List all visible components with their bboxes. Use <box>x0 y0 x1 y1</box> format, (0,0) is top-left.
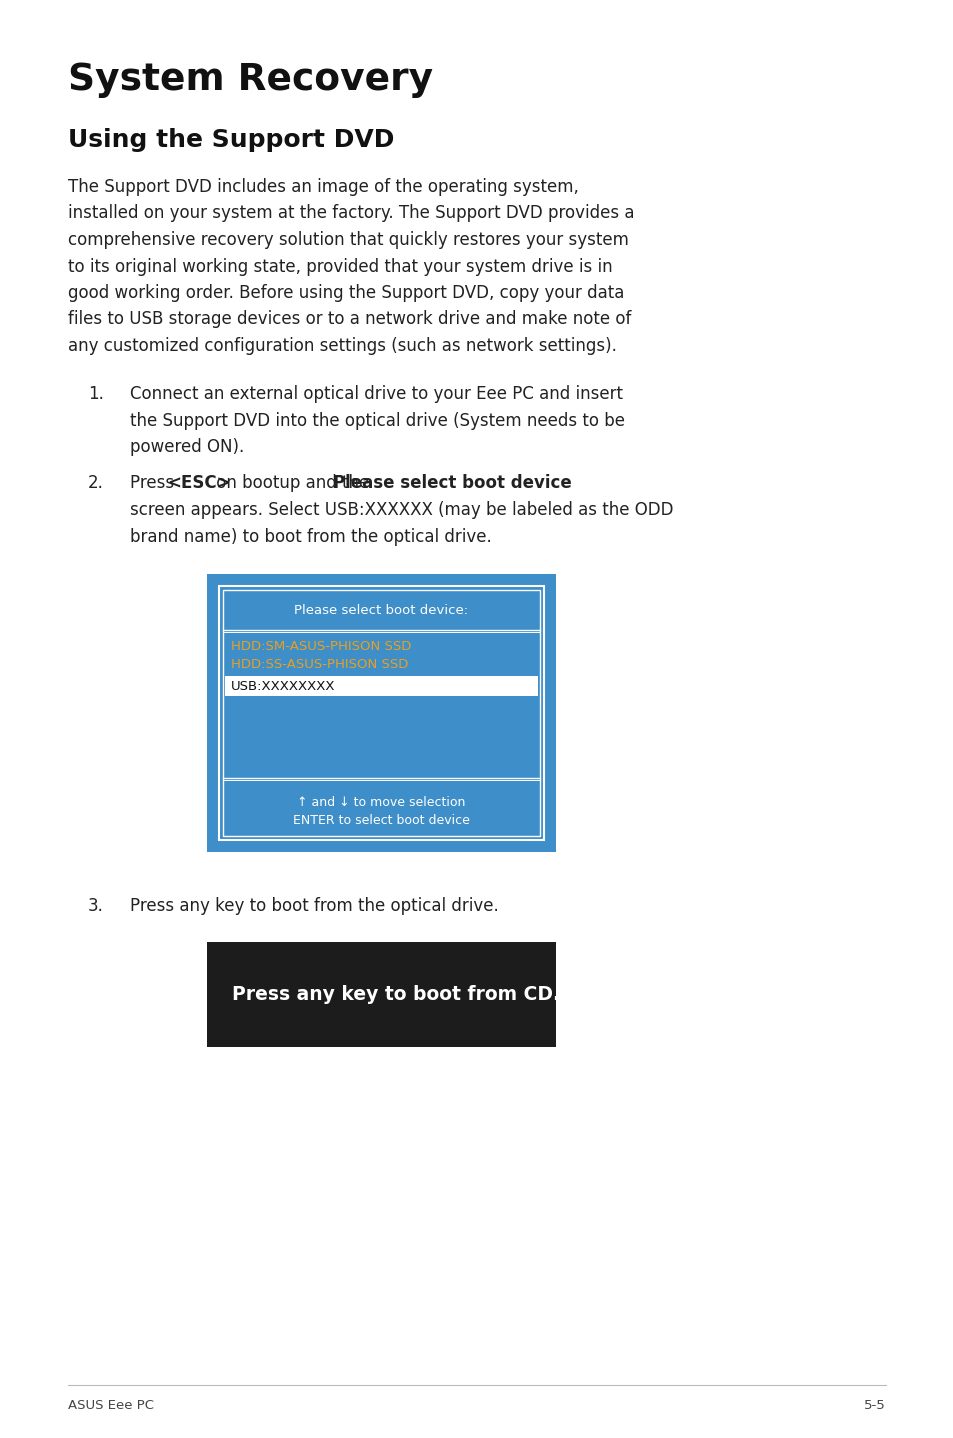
Text: 5-5: 5-5 <box>863 1399 885 1412</box>
Text: good working order. Before using the Support DVD, copy your data: good working order. Before using the Sup… <box>68 283 623 302</box>
Text: HDD:SS-ASUS-PHISON SSD: HDD:SS-ASUS-PHISON SSD <box>231 659 408 672</box>
Text: to its original working state, provided that your system drive is in: to its original working state, provided … <box>68 257 612 276</box>
Text: the Support DVD into the optical drive (System needs to be: the Support DVD into the optical drive (… <box>130 411 624 430</box>
Text: ASUS Eee PC: ASUS Eee PC <box>68 1399 153 1412</box>
Text: installed on your system at the factory. The Support DVD provides a: installed on your system at the factory.… <box>68 204 634 223</box>
Text: Using the Support DVD: Using the Support DVD <box>68 128 394 152</box>
Text: powered ON).: powered ON). <box>130 439 244 456</box>
Text: Press: Press <box>130 475 179 492</box>
Text: ↑ and ↓ to move selection: ↑ and ↓ to move selection <box>297 797 465 810</box>
Text: Press any key to boot from CD...: Press any key to boot from CD... <box>232 985 574 1004</box>
Text: The Support DVD includes an image of the operating system,: The Support DVD includes an image of the… <box>68 178 578 196</box>
Text: HDD:SM-ASUS-PHISON SSD: HDD:SM-ASUS-PHISON SSD <box>231 640 411 653</box>
Text: ENTER to select boot device: ENTER to select boot device <box>293 814 470 827</box>
Text: files to USB storage devices or to a network drive and make note of: files to USB storage devices or to a net… <box>68 311 631 328</box>
Text: Please select boot device:: Please select boot device: <box>294 604 468 617</box>
Text: 3.: 3. <box>88 897 104 915</box>
Text: brand name) to boot from the optical drive.: brand name) to boot from the optical dri… <box>130 528 491 545</box>
Text: comprehensive recovery solution that quickly restores your system: comprehensive recovery solution that qui… <box>68 232 628 249</box>
Text: Connect an external optical drive to your Eee PC and insert: Connect an external optical drive to you… <box>130 385 622 403</box>
Bar <box>207 942 556 1047</box>
Bar <box>225 676 537 696</box>
Text: <ESC>: <ESC> <box>167 475 231 492</box>
Bar <box>219 587 543 840</box>
Text: System Recovery: System Recovery <box>68 62 433 98</box>
Text: USB:XXXXXXXX: USB:XXXXXXXX <box>231 680 335 693</box>
Text: Please select boot device: Please select boot device <box>333 475 571 492</box>
Bar <box>223 590 539 835</box>
Text: 1.: 1. <box>88 385 104 403</box>
Text: Press any key to boot from the optical drive.: Press any key to boot from the optical d… <box>130 897 498 915</box>
Text: any customized configuration settings (such as network settings).: any customized configuration settings (s… <box>68 336 617 355</box>
Text: screen appears. Select USB:XXXXXX (may be labeled as the ODD: screen appears. Select USB:XXXXXX (may b… <box>130 500 673 519</box>
Text: 2.: 2. <box>88 475 104 492</box>
Text: on bootup and the: on bootup and the <box>211 475 375 492</box>
Bar <box>207 574 556 851</box>
